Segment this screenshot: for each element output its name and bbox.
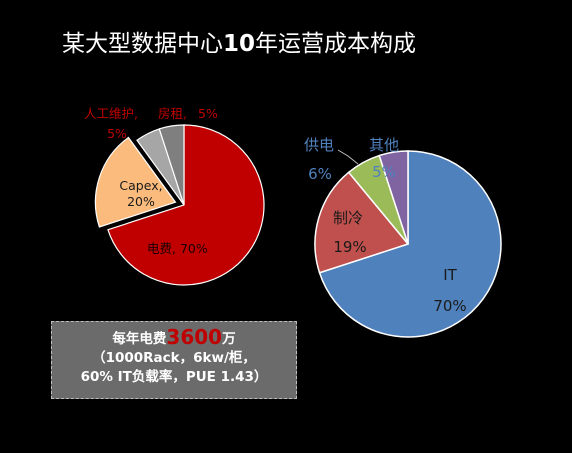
pie-slice-power-0 [318,150,502,338]
note-pre: 每年电费 [112,331,167,347]
slide-title: 某大型数据中心10年运营成本构成 [62,24,416,58]
note-line-2: （1000Rack，6kw/柜， [92,350,256,366]
title-post: 年运营成本构成 [255,31,417,57]
title-pre: 某大型数据中心 [62,31,223,57]
slice-value-cost-3: 5% [198,106,218,121]
leader-line-power-2 [337,149,359,165]
slice-value-power-1: 19% [333,238,366,256]
electricity-pie-chart: IT 70% 制冷 19% 供电 6% 其他 5% [304,136,502,338]
slice-value-power-2: 6% [308,165,332,183]
title-highlight: 10 [223,31,256,57]
slice-name-power-1: 制冷 [333,209,363,227]
pie-slice-cost-1 [94,136,177,228]
slice-name-cost-3: 房租, [158,106,187,121]
slice-label-cost-0: 电费, 70% [147,241,208,256]
slice-value-cost-2: 5% [107,126,127,141]
pie-slice-power-1 [314,171,410,274]
electricity-cost-note: 每年电费3600万 （1000Rack，6kw/柜， 60% IT负载率，PUE… [51,321,297,399]
pie-slice-cost-3 [158,124,185,206]
slice-name-power-0: IT [443,266,457,284]
slice-name-power-2: 供电 [304,136,334,154]
slice-value-cost-1: 20% [127,194,155,209]
slice-name-cost-1: Capex, [119,178,162,193]
pie-slice-cost-0 [107,124,265,286]
note-number: 3600 [166,325,223,349]
slice-name-cost-2: 人工维护, [84,106,138,121]
note-line-3: 60% IT负载率，PUE 1.43） [80,369,268,385]
cost-pie-chart: 电费, 70% Capex,20% 人工维护, 5% 房租, 5% [84,106,265,286]
slice-value-power-0: 70% [433,297,466,315]
slice-value-power-3: 5% [372,163,396,181]
note-line-1: 每年电费3600万 [52,325,296,349]
slice-name-power-3: 其他 [369,136,399,154]
note-post: 万 [222,331,236,347]
pie-slice-power-3 [378,150,409,245]
